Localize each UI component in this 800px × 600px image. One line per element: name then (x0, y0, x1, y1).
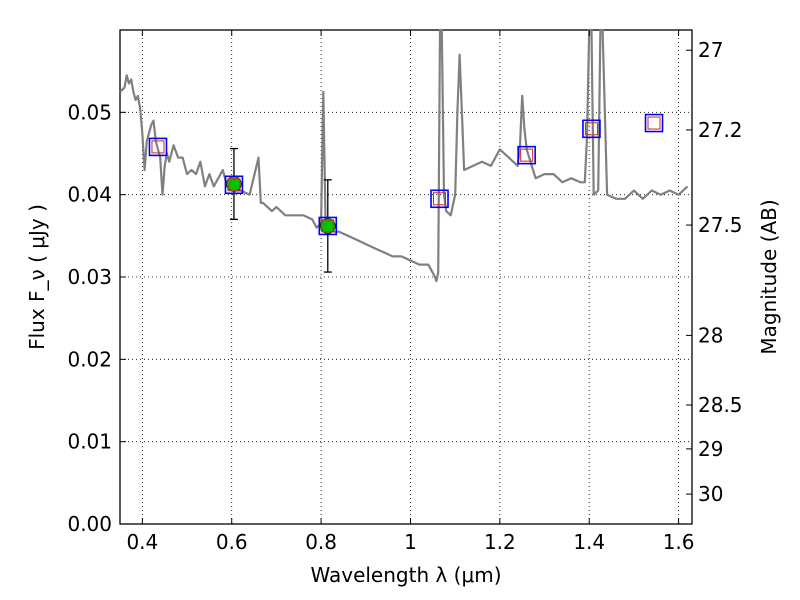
model-box-inner (433, 192, 447, 206)
y-axis-label: Flux F_ν ( μJy ) (25, 204, 49, 350)
model-box-inner (520, 148, 534, 162)
y2-tick-label: 27.5 (698, 213, 743, 237)
ticks: 0.4 0.6 0.8 1 1.2 1.4 1.6 0.00 0.01 0.02 0.03 0.04 0… (67, 30, 743, 554)
model-photometry-boxes (148, 113, 664, 236)
x-tick-label: 0.6 (216, 530, 248, 554)
y2-tick-label: 27 (698, 38, 723, 62)
model-box (224, 175, 244, 195)
y2-tick-label: 28 (698, 323, 723, 347)
grid (120, 30, 692, 524)
y-tick-label: 0.01 (67, 430, 112, 454)
x-tick-label: 1 (404, 530, 417, 554)
detection-point (319, 218, 336, 234)
model-box (318, 216, 338, 236)
model-box-inner (584, 122, 598, 136)
x-tick-label: 0.8 (305, 530, 337, 554)
model-box (517, 145, 536, 165)
spectrum-series (119, 28, 689, 283)
y-tick-label: 0.00 (67, 512, 112, 536)
y2-tick-label: 30 (698, 482, 723, 506)
plot-frame (119, 29, 693, 525)
y2-tick-label: 28.5 (698, 393, 743, 417)
model-box-inner (647, 116, 661, 130)
y-tick-label: 0.03 (67, 265, 112, 289)
x-tick-label: 0.4 (126, 530, 158, 554)
model-box (430, 189, 449, 209)
model-box (644, 113, 664, 133)
y2-tick-label: 29 (698, 437, 723, 461)
y2-axis-label: Magnitude (AB) (757, 199, 781, 354)
model-box (582, 119, 601, 139)
model-box-inner (227, 178, 241, 192)
spectrum-line (119, 28, 689, 283)
y-tick-label: 0.04 (67, 183, 112, 207)
model-box (148, 137, 168, 157)
x-axis-label: Wavelength λ (μm) (310, 563, 501, 587)
y2-tick-label: 27.2 (698, 118, 743, 142)
model-box-inner (151, 140, 165, 154)
y-tick-label: 0.02 (67, 347, 112, 371)
x-tick-label: 1.4 (573, 530, 605, 554)
model-box-inner (321, 219, 335, 233)
x-tick-label: 1.2 (484, 530, 516, 554)
y-tick-label: 0.05 (67, 100, 112, 124)
x-tick-label: 1.6 (663, 530, 695, 554)
